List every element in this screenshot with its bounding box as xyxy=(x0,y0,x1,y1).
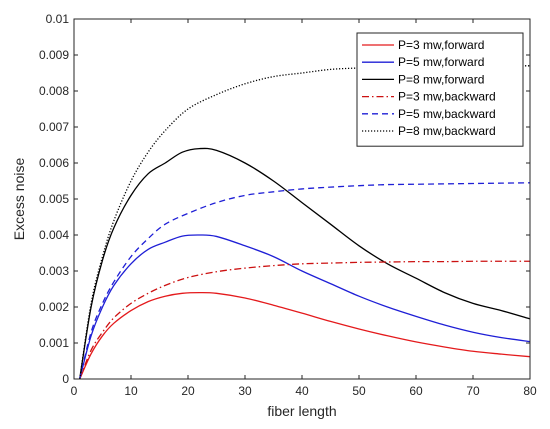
series-line-5 xyxy=(79,182,531,380)
x-axis: 0 10 20 30 40 50 60 70 80 xyxy=(71,19,537,398)
x-tick-label: 80 xyxy=(523,384,537,398)
x-axis-label: fiber length xyxy=(267,403,336,419)
series-line-2 xyxy=(79,234,531,380)
legend-box xyxy=(356,32,524,147)
x-tick-label: 0 xyxy=(71,384,78,398)
legend-entry: P=5 mw,backward xyxy=(398,107,496,121)
series-line-1 xyxy=(79,291,531,380)
x-tick-label: 20 xyxy=(181,384,195,398)
x-tick-label: 60 xyxy=(409,384,423,398)
legend-entry: P=3 mw,backward xyxy=(398,90,496,104)
y-tick-label: 0.007 xyxy=(39,120,69,134)
y-tick-label: 0.004 xyxy=(39,228,69,242)
y-tick-label: 0.01 xyxy=(46,12,70,26)
y-tick-label: 0.006 xyxy=(39,156,69,170)
series-line-3 xyxy=(79,147,531,380)
x-tick-label: 30 xyxy=(238,384,252,398)
y-tick-label: 0.001 xyxy=(39,336,69,350)
legend-entry: P=8 mw,backward xyxy=(398,124,496,138)
legend-entry: P=8 mw,forward xyxy=(398,72,484,86)
legend-entry: P=3 mw,forward xyxy=(398,38,484,52)
x-tick-label: 50 xyxy=(352,384,366,398)
x-tick-label: 10 xyxy=(124,384,138,398)
y-tick-label: 0.009 xyxy=(39,48,69,62)
series-line-4 xyxy=(79,260,530,380)
y-tick-label: 0.003 xyxy=(39,264,69,278)
x-tick-label: 40 xyxy=(295,384,309,398)
y-tick-label: 0.005 xyxy=(39,192,69,206)
legend-entry: P=5 mw,forward xyxy=(398,55,484,69)
y-axis: 0 0.001 0.002 0.003 0.004 0.005 0.006 0.007 0.00… xyxy=(39,12,530,386)
y-tick-label: 0.002 xyxy=(39,300,69,314)
legend: P=3 mw,forward P=5 mw,forward P=8 mw,forwa… xyxy=(356,32,524,147)
y-tick-label: 0 xyxy=(62,372,69,386)
y-axis-label: Excess noise xyxy=(11,158,27,241)
x-tick-label: 70 xyxy=(466,384,480,398)
y-tick-label: 0.008 xyxy=(39,84,69,98)
